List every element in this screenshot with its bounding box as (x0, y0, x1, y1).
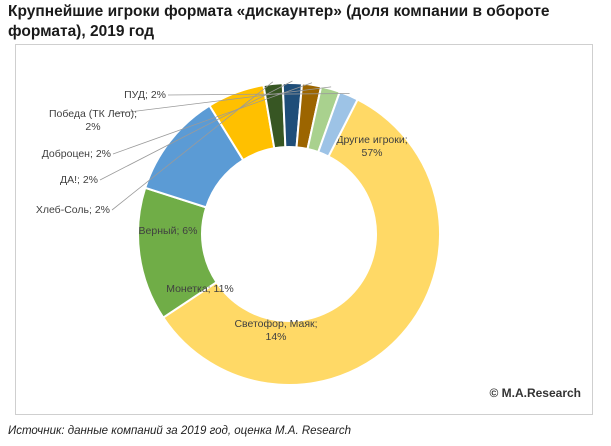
data-label-победа-тк-лето: Победа (ТК Лето); 2% (49, 108, 137, 133)
data-label-хлеб-соль: Хлеб-Соль; 2% (36, 204, 110, 216)
copyright-text: © M.A.Research (489, 386, 581, 400)
data-label-пуд: ПУД; 2% (124, 89, 166, 101)
data-label-доброцен: Доброцен; 2% (42, 148, 111, 160)
data-label-да: ДА!; 2% (60, 174, 98, 186)
leader-line-да (99, 80, 293, 181)
chart-title: Крупнейшие игроки формата «дискаунтер» (… (8, 3, 550, 40)
data-label-другие-игроки: Другие игроки; 57% (336, 134, 407, 159)
leader-line-хлеб-соль (111, 81, 274, 211)
leader-line-доброцен (112, 82, 313, 155)
data-label-верный: Верный; 6% (139, 225, 198, 237)
slice-другие-игроки (161, 98, 441, 386)
slice-пуд (316, 90, 359, 158)
leader-line-победа-тк-лето (112, 86, 332, 115)
data-label-светофор-маяк: Светофор, Маяк; 14% (234, 318, 317, 343)
source-note: Источник: данные компаний за 2019 год, о… (8, 425, 352, 437)
data-label-монетка: Монетка; 11% (166, 283, 234, 295)
leader-line-пуд (167, 93, 350, 96)
